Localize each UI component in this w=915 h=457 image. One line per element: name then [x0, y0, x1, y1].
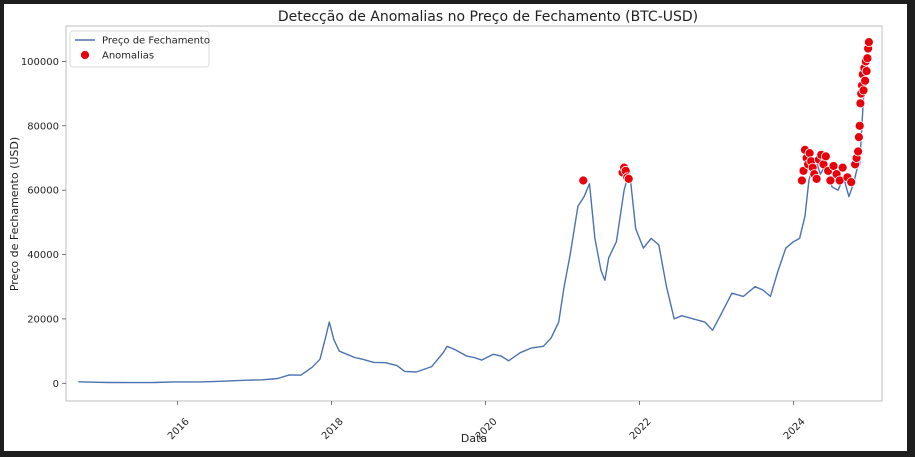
y-axis-label: Preço de Fechamento (USD)	[8, 137, 21, 291]
anomaly-point	[623, 173, 634, 184]
x-tick-label: 2024	[782, 416, 808, 442]
y-tick-label: 100000	[21, 57, 59, 68]
chart-title: Detecção de Anomalias no Preço de Fecham…	[278, 9, 698, 25]
anomaly-point	[861, 66, 872, 76]
x-tick-label: 2022	[628, 416, 654, 442]
anomaly-point	[846, 177, 857, 188]
anomaly-point	[811, 173, 822, 184]
anomaly-point	[797, 175, 807, 186]
y-tick-label: 80000	[27, 121, 59, 132]
y-tick-label: 60000	[27, 186, 59, 197]
y-tick-label: 40000	[27, 250, 59, 261]
anomaly-point	[855, 98, 866, 109]
legend-anomaly-swatch	[80, 50, 90, 60]
anomaly-point	[837, 162, 848, 173]
anomaly-point	[862, 53, 873, 64]
anomaly-point	[860, 75, 870, 86]
anomaly-point	[858, 85, 869, 96]
legend-entry-anomalies: Anomalias	[102, 51, 154, 62]
x-tick-label: 2016	[166, 416, 192, 442]
anomaly-point	[578, 175, 589, 186]
legend-box	[69, 30, 210, 68]
anomaly-point	[864, 37, 874, 47]
plot-marks	[78, 37, 874, 384]
x-axis-label: Data	[461, 432, 487, 445]
legend-entry-close-price: Preço de Fechamento	[102, 36, 210, 47]
anomaly-point	[828, 161, 839, 171]
x-tick-label: 2018	[320, 416, 346, 442]
chart-canvas: Detecção de Anomalias no Preço de Fecham…	[8, 9, 883, 445]
anomaly-point	[854, 132, 864, 143]
chart-figure: Detecção de Anomalias no Preço de Fecham…	[4, 4, 907, 451]
anomaly-point	[853, 146, 863, 157]
anomaly-point	[804, 148, 815, 159]
anomaly-point	[854, 120, 865, 131]
plot-area	[65, 25, 883, 402]
y-tick-label: 0	[53, 379, 59, 390]
anomaly-point	[820, 151, 831, 162]
legend: Preço de Fechamento Anomalias	[69, 30, 210, 68]
y-tick-label: 20000	[27, 314, 59, 325]
close-price-line	[78, 58, 869, 384]
